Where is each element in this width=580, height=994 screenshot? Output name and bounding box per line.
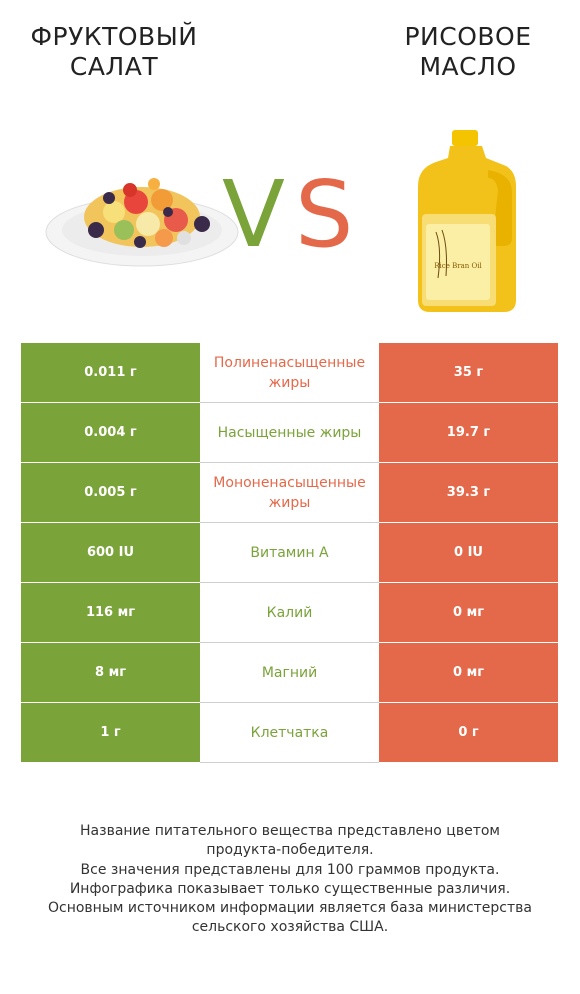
left-value-cell: 600 IU	[21, 523, 200, 582]
footnote-line: продукта-победителя.	[206, 842, 374, 859]
row-divider	[200, 522, 379, 523]
rice-bran-oil-bottle-image: Rice Bran Oil	[418, 130, 516, 312]
right-value-cell: 35 г	[379, 343, 558, 402]
right-product-title: РИСОВОЕ МАСЛО	[404, 22, 532, 81]
footnote-line: сельского хозяйства США.	[191, 919, 389, 936]
nutrient-name-cell: Полиненасыщенные жиры	[200, 343, 379, 402]
right-value-cell: 0 мг	[379, 583, 558, 642]
right-value-cell: 0 IU	[379, 523, 558, 582]
nutrient-name-cell: Калий	[200, 583, 379, 642]
left-value-cell: 0.011 г	[21, 343, 200, 402]
row-divider	[200, 642, 379, 643]
right-value-cell: 0 мг	[379, 643, 558, 702]
right-value-cell: 0 г	[379, 703, 558, 762]
table-row: 0.011 г Полиненасыщенные жиры 35 г	[21, 343, 558, 403]
row-divider	[200, 762, 379, 763]
table-row: 1 г Клетчатка 0 г	[21, 703, 558, 763]
row-divider	[200, 462, 379, 463]
nutrient-name-cell: Магний	[200, 643, 379, 702]
vs-letter-v: V	[222, 161, 285, 268]
left-value-cell: 116 мг	[21, 583, 200, 642]
left-value-cell: 1 г	[21, 703, 200, 762]
footnote: Название питательного вещества представл…	[10, 822, 570, 938]
row-divider	[200, 582, 379, 583]
vs-letter-s: S	[295, 161, 354, 268]
bottle-label-text: Rice Bran Oil	[434, 262, 482, 270]
table-row: 8 мг Магний 0 мг	[21, 643, 558, 703]
left-value-cell: 0.004 г	[21, 403, 200, 462]
footnote-line: Основным источником информации является …	[48, 900, 532, 917]
row-divider	[200, 702, 379, 703]
left-product-title: ФРУКТОВЫЙ САЛАТ	[30, 22, 198, 81]
nutrient-name-cell: Мононенасыщенные жиры	[200, 463, 379, 522]
nutrient-name-cell: Клетчатка	[200, 703, 379, 762]
table-row: 116 мг Калий 0 мг	[21, 583, 558, 643]
nutrient-name-cell: Витамин A	[200, 523, 379, 582]
nutrient-name-cell: Насыщенные жиры	[200, 403, 379, 462]
left-value-cell: 0.005 г	[21, 463, 200, 522]
right-value-cell: 19.7 г	[379, 403, 558, 462]
fruit-salad-image	[45, 178, 239, 267]
row-divider	[200, 402, 379, 403]
table-row: 0.005 г Мононенасыщенные жиры 39.3 г	[21, 463, 558, 523]
right-value-cell: 39.3 г	[379, 463, 558, 522]
footnote-line: Все значения представлены для 100 граммо…	[80, 861, 500, 878]
footnote-line: Инфографика показывает только существенн…	[69, 880, 511, 897]
footnote-line: Название питательного вещества представл…	[80, 823, 500, 839]
left-value-cell: 8 мг	[21, 643, 200, 702]
table-row: 0.004 г Насыщенные жиры 19.7 г	[21, 403, 558, 463]
